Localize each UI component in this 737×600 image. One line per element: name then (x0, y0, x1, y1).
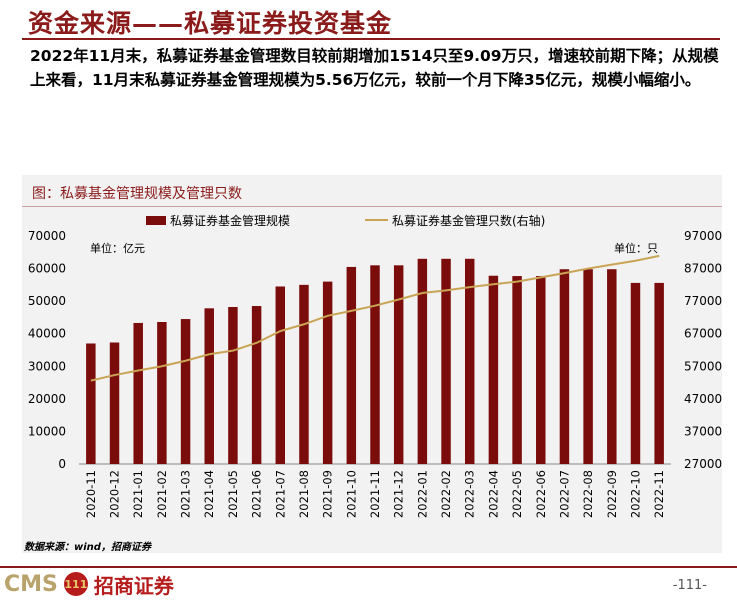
bar (583, 269, 593, 464)
right-tick-label: 47000 (684, 392, 722, 406)
x-tick-label: 2022-03 (463, 470, 477, 518)
logo-chinese: 招商证券 (93, 573, 174, 598)
bar (275, 286, 286, 464)
right-tick-label: 97000 (684, 229, 722, 243)
x-tick-label: 2022-09 (605, 470, 619, 518)
bar (417, 258, 428, 464)
x-tick-label: 2022-06 (534, 470, 548, 518)
bar (393, 265, 404, 464)
right-tick-label: 37000 (684, 424, 722, 438)
bar (441, 258, 451, 464)
bar (630, 282, 641, 464)
x-tick-label: 2021-10 (344, 470, 358, 518)
x-tick-label: 2021-06 (250, 470, 264, 518)
bar (251, 306, 262, 464)
x-tick-label: 2021-07 (273, 470, 287, 518)
bar (559, 269, 570, 464)
x-tick-label: 2022-08 (581, 470, 595, 518)
legend-bar-swatch (146, 216, 166, 225)
bar (322, 281, 333, 464)
left-tick-label: 40000 (28, 327, 66, 341)
right-tick-label: 67000 (684, 327, 722, 341)
right-tick-label: 87000 (684, 262, 722, 276)
logo-latin: CMS (4, 571, 58, 597)
left-tick-label: 30000 (28, 359, 66, 373)
bar (346, 266, 357, 464)
bar (536, 276, 546, 464)
page-title: 资金来源——私募证券投资基金 (28, 9, 393, 38)
bar (464, 258, 475, 464)
left-tick-label: 60000 (28, 262, 66, 276)
bar (488, 275, 499, 464)
logo-badge-icon: 111 (63, 572, 88, 596)
right-axis-unit: 单位：只 (614, 241, 658, 255)
legend-line-label: 私募证券基金管理只数(右轴) (392, 213, 545, 228)
left-tick-label: 0 (58, 457, 66, 471)
x-tick-label: 2022-05 (510, 470, 524, 518)
x-tick-label: 2021-08 (297, 470, 311, 518)
x-tick-label: 2022-04 (486, 470, 500, 518)
bar (607, 269, 617, 464)
bar (204, 308, 214, 464)
x-tick-label: 2021-11 (368, 470, 382, 518)
x-tick-label: 2022-02 (439, 470, 453, 518)
x-tick-label: 2021-05 (226, 470, 240, 518)
left-tick-label: 50000 (28, 294, 66, 308)
right-tick-label: 77000 (684, 294, 722, 308)
x-tick-label: 2021-09 (321, 470, 335, 518)
left-axis-unit: 单位：亿元 (90, 241, 145, 255)
x-tick-label: 2021-03 (179, 470, 193, 518)
x-tick-label: 2021-01 (131, 470, 145, 518)
bar (654, 282, 664, 464)
x-tick-label: 2022-10 (628, 470, 642, 518)
x-tick-label: 2021-02 (155, 470, 169, 518)
right-tick-label: 57000 (684, 359, 722, 373)
chart-title: 图：私募基金管理规模及管理只数 (32, 186, 242, 202)
left-tick-label: 10000 (28, 424, 66, 438)
bar (228, 307, 238, 464)
chart-title-divider (22, 206, 722, 207)
summary-text: 2022年11月末，私募证券基金管理数目较前期增加1514只至9.09万只，增速… (30, 47, 719, 89)
cms-logo: CMS 111 招商证券 (4, 569, 174, 599)
x-tick-label: 2022-07 (557, 470, 571, 518)
x-tick-label: 2022-11 (652, 470, 666, 518)
title-divider (22, 38, 720, 40)
bar (180, 319, 191, 464)
legend-bar-label: 私募证券基金管理规模 (170, 213, 290, 228)
x-tick-label: 2020-11 (84, 470, 98, 518)
bar (512, 276, 522, 464)
x-tick-label: 2021-04 (202, 470, 216, 518)
bar (370, 265, 380, 464)
data-source: 数据来源：wind，招商证券 (24, 542, 151, 553)
x-tick-label: 2022-01 (415, 470, 429, 518)
bar (86, 343, 96, 464)
footer-divider (0, 566, 737, 568)
bar (109, 342, 120, 464)
x-tick-label: 2020-12 (108, 470, 122, 518)
bar (133, 322, 143, 464)
left-tick-label: 70000 (28, 229, 66, 243)
bar (157, 321, 167, 464)
bar (299, 284, 309, 464)
left-tick-label: 20000 (28, 392, 66, 406)
right-tick-label: 27000 (684, 457, 722, 471)
page-number: -111- (672, 578, 707, 593)
x-tick-label: 2021-12 (392, 470, 406, 518)
